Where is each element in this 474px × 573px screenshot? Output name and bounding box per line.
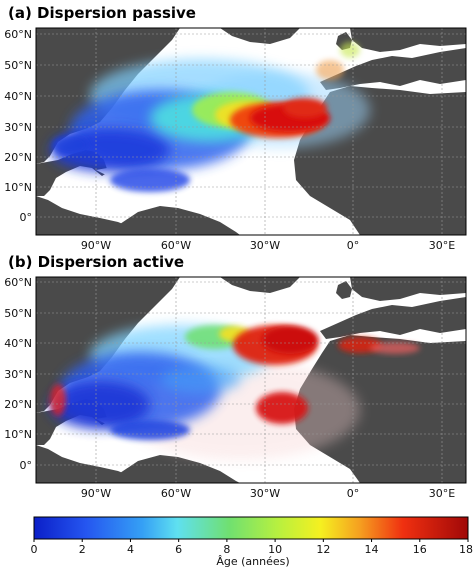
panel-a-lon-ticks: 90°W 60°W 30°W 0° 30°E bbox=[81, 239, 455, 252]
panel-b-lat-ticks: 60°N 50°N 40°N 30°N 20°N 10°N 0° bbox=[4, 276, 32, 472]
lat-tick: 30°N bbox=[4, 121, 32, 134]
lon-tick: 30°W bbox=[250, 239, 280, 252]
lat-tick: 10°N bbox=[4, 428, 32, 441]
lat-tick: 40°N bbox=[4, 90, 32, 103]
lon-tick: 0° bbox=[347, 239, 360, 252]
lon-tick: 0° bbox=[347, 487, 360, 500]
lon-tick: 60°W bbox=[161, 239, 191, 252]
lat-tick: 20°N bbox=[4, 151, 32, 164]
lat-tick: 40°N bbox=[4, 337, 32, 350]
lat-tick: 50°N bbox=[4, 59, 32, 72]
panel-b-age-field bbox=[50, 325, 420, 460]
panel-a-grid bbox=[36, 28, 466, 235]
panel-a-lat-ticks: 60°N 50°N 40°N 30°N 20°N 10°N 0° bbox=[4, 28, 32, 224]
panel-a-frame bbox=[35, 27, 467, 236]
colorbar-tick-label: 18 bbox=[459, 543, 473, 556]
lon-tick: 60°W bbox=[161, 487, 191, 500]
lon-tick: 30°W bbox=[250, 487, 280, 500]
panel-b-title: (b) Dispersion active bbox=[8, 253, 185, 271]
lat-tick: 10°N bbox=[4, 181, 32, 194]
lat-tick: 30°N bbox=[4, 368, 32, 381]
lat-tick: 50°N bbox=[4, 307, 32, 320]
colorbar-tick-label: 16 bbox=[412, 543, 427, 556]
lon-tick: 90°W bbox=[81, 239, 111, 252]
lat-tick: 0° bbox=[20, 211, 33, 224]
lat-tick: 60°N bbox=[4, 28, 32, 41]
colorbar-tick-label: 10 bbox=[268, 543, 283, 556]
colorbar-tick-label: 12 bbox=[316, 543, 331, 556]
panel-a-age-field bbox=[50, 42, 370, 192]
panel-b-lon-ticks: 90°W 60°W 30°W 0° 30°E bbox=[81, 487, 455, 500]
colorbar-tick-label: 4 bbox=[126, 543, 134, 556]
panel-b-map bbox=[36, 277, 466, 483]
lon-tick: 90°W bbox=[81, 487, 111, 500]
lat-tick: 20°N bbox=[4, 398, 32, 411]
lon-tick: 30°E bbox=[429, 239, 455, 252]
panel-b-frame bbox=[35, 276, 467, 484]
lat-tick: 0° bbox=[20, 459, 33, 472]
colorbar-tick-label: 6 bbox=[175, 543, 183, 556]
lat-tick: 60°N bbox=[4, 276, 32, 289]
colorbar-tick-label: 8 bbox=[223, 543, 231, 556]
colorbar-tick-label: 2 bbox=[78, 543, 86, 556]
panel-a-map bbox=[36, 28, 466, 235]
colorbar-title: Âge (années) bbox=[216, 555, 290, 568]
colorbar-tick-label: 0 bbox=[30, 543, 38, 556]
panel-a-title: (a) Dispersion passive bbox=[8, 4, 196, 22]
colorbar-tick-label: 14 bbox=[364, 543, 379, 556]
colorbar bbox=[33, 516, 469, 540]
colorbar-ticks bbox=[33, 539, 469, 542]
lon-tick: 30°E bbox=[429, 487, 455, 500]
